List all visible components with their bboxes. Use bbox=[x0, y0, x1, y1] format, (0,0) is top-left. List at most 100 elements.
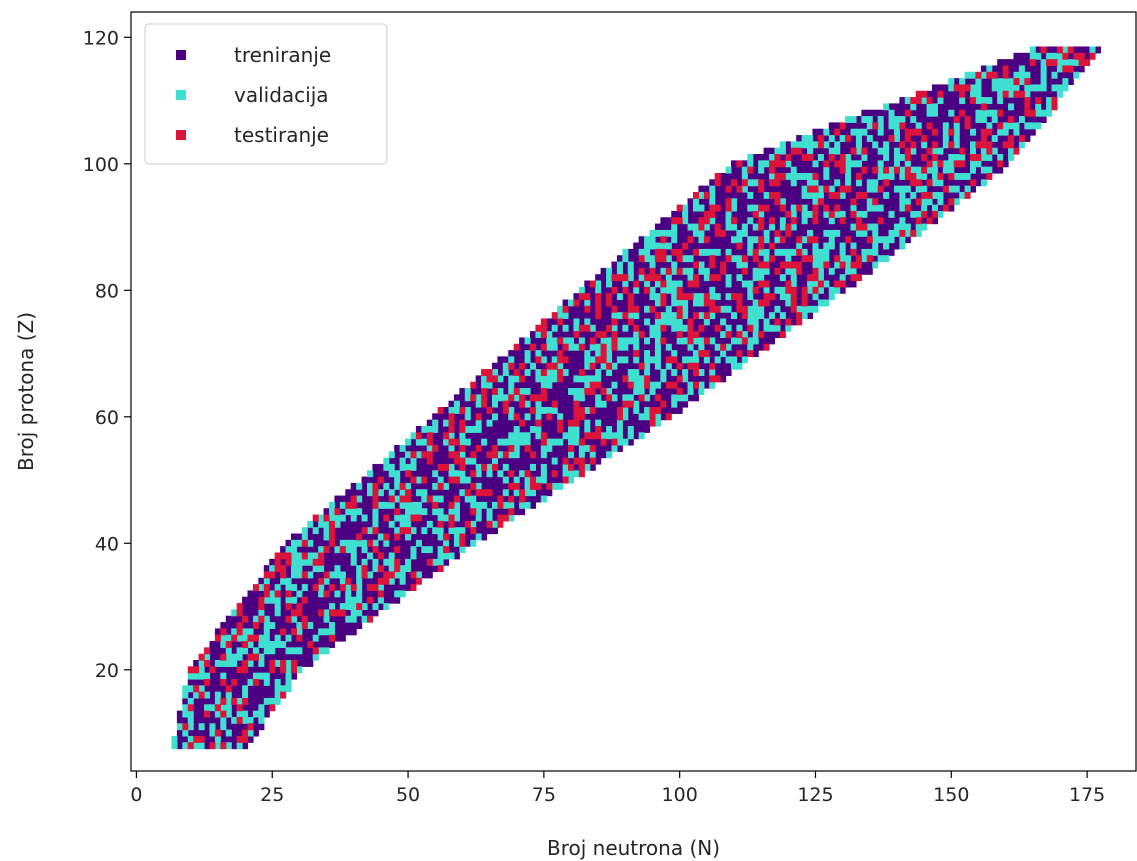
point-validacija bbox=[807, 210, 814, 218]
point-validacija bbox=[779, 217, 786, 225]
point-treniranje bbox=[937, 166, 944, 174]
point-testiranje bbox=[714, 274, 721, 282]
point-treniranje bbox=[671, 375, 678, 383]
point-validacija bbox=[823, 210, 830, 218]
point-validacija bbox=[540, 451, 547, 459]
point-treniranje bbox=[649, 248, 656, 256]
point-validacija bbox=[546, 369, 553, 376]
point-treniranje bbox=[931, 185, 939, 193]
point-treniranje bbox=[942, 179, 949, 187]
point-testiranje bbox=[660, 255, 667, 263]
point-treniranje bbox=[709, 242, 716, 250]
point-treniranje bbox=[1035, 59, 1042, 67]
point-treniranje bbox=[921, 109, 928, 117]
point-validacija bbox=[263, 628, 270, 636]
point-validacija bbox=[551, 375, 558, 383]
point-treniranje bbox=[817, 293, 824, 301]
point-testiranje bbox=[1062, 65, 1069, 73]
point-treniranje bbox=[339, 552, 346, 560]
point-validacija bbox=[274, 596, 281, 604]
point-treniranje bbox=[687, 210, 694, 218]
point-validacija bbox=[312, 527, 319, 535]
point-validacija bbox=[616, 356, 623, 364]
point-treniranje bbox=[937, 116, 944, 123]
point-treniranje bbox=[986, 160, 993, 168]
point-treniranje bbox=[502, 444, 509, 452]
point-treniranje bbox=[475, 476, 482, 484]
point-validacija bbox=[318, 590, 325, 598]
point-validacija bbox=[687, 356, 694, 364]
point-testiranje bbox=[426, 451, 433, 459]
point-validacija bbox=[388, 451, 395, 459]
point-treniranje bbox=[481, 495, 488, 503]
point-treniranje bbox=[497, 476, 504, 484]
point-validacija bbox=[410, 501, 417, 509]
point-testiranje bbox=[361, 565, 368, 573]
point-validacija bbox=[654, 299, 661, 307]
point-validacija bbox=[551, 438, 558, 446]
point-treniranje bbox=[307, 565, 314, 573]
point-testiranje bbox=[540, 394, 547, 402]
point-validacija bbox=[448, 407, 455, 414]
point-treniranje bbox=[464, 419, 471, 427]
point-treniranje bbox=[578, 312, 585, 320]
point-treniranje bbox=[714, 217, 721, 225]
point-treniranje bbox=[747, 267, 754, 275]
point-validacija bbox=[453, 514, 460, 522]
point-treniranje bbox=[377, 527, 384, 535]
point-treniranje bbox=[573, 444, 580, 452]
point-treniranje bbox=[942, 90, 949, 98]
point-treniranje bbox=[198, 697, 205, 705]
point-treniranje bbox=[785, 305, 792, 313]
point-validacija bbox=[285, 577, 292, 585]
point-testiranje bbox=[904, 154, 911, 161]
point-treniranje bbox=[1002, 59, 1009, 67]
point-treniranje bbox=[540, 457, 547, 465]
point-treniranje bbox=[709, 267, 716, 275]
point-treniranje bbox=[1040, 90, 1047, 98]
point-treniranje bbox=[513, 407, 520, 414]
point-validacija bbox=[508, 514, 515, 522]
point-validacija bbox=[437, 558, 444, 566]
point-validacija bbox=[622, 280, 629, 288]
point-treniranje bbox=[345, 495, 352, 503]
point-treniranje bbox=[986, 116, 993, 123]
point-validacija bbox=[839, 255, 846, 263]
point-treniranje bbox=[736, 356, 743, 364]
point-treniranje bbox=[692, 286, 699, 294]
point-treniranje bbox=[627, 407, 634, 414]
point-testiranje bbox=[986, 128, 993, 136]
point-treniranje bbox=[258, 590, 265, 598]
point-treniranje bbox=[883, 223, 890, 231]
point-treniranje bbox=[850, 280, 857, 288]
point-validacija bbox=[997, 90, 1004, 98]
point-validacija bbox=[508, 356, 515, 364]
point-treniranje bbox=[529, 470, 537, 478]
point-testiranje bbox=[519, 489, 526, 497]
point-treniranje bbox=[714, 191, 721, 199]
point-testiranje bbox=[1073, 52, 1080, 60]
point-validacija bbox=[540, 381, 547, 389]
point-treniranje bbox=[812, 299, 819, 307]
point-treniranje bbox=[470, 444, 477, 452]
point-testiranje bbox=[524, 444, 531, 452]
point-treniranje bbox=[801, 160, 808, 168]
point-treniranje bbox=[453, 463, 460, 471]
point-treniranje bbox=[790, 255, 797, 263]
point-validacija bbox=[280, 577, 287, 585]
point-testiranje bbox=[448, 438, 455, 446]
point-testiranje bbox=[937, 160, 944, 168]
point-treniranje bbox=[562, 375, 569, 383]
point-validacija bbox=[703, 267, 710, 275]
point-validacija bbox=[725, 280, 732, 288]
point-testiranje bbox=[649, 413, 656, 421]
point-validacija bbox=[524, 482, 531, 490]
point-treniranje bbox=[356, 514, 363, 522]
point-testiranje bbox=[513, 343, 520, 351]
point-validacija bbox=[415, 489, 422, 497]
point-treniranje bbox=[611, 350, 618, 358]
point-testiranje bbox=[557, 425, 564, 433]
point-treniranje bbox=[443, 476, 450, 484]
point-validacija bbox=[692, 229, 699, 237]
point-treniranje bbox=[736, 280, 743, 288]
